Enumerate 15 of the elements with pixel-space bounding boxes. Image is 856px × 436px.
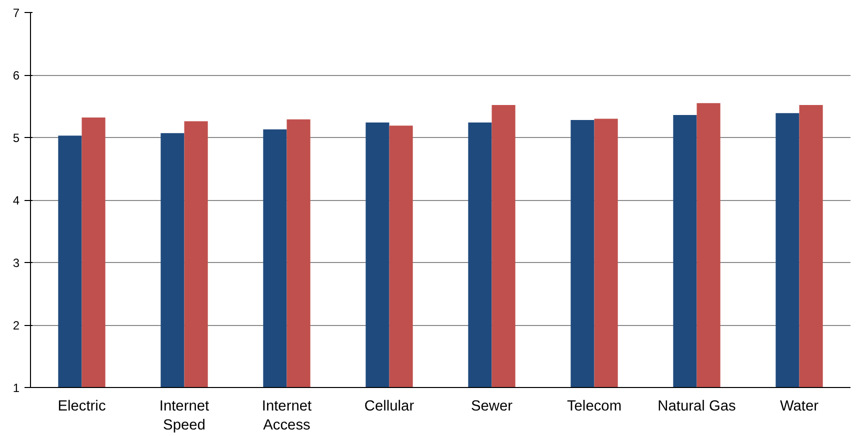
- x-tick-label: Telecom: [566, 398, 622, 414]
- y-tick-label: 4: [12, 194, 20, 208]
- y-tick-label: 7: [12, 6, 20, 20]
- y-tick-label: 3: [12, 256, 20, 270]
- y-tick-label: 5: [12, 131, 20, 145]
- x-tick-label: Internet Speed: [159, 398, 210, 434]
- y-tick-label: 1: [12, 381, 20, 395]
- x-tick-label: Sewer: [470, 398, 513, 414]
- x-tick-label: Cellular: [364, 398, 414, 414]
- x-tick-label: Water: [780, 398, 819, 414]
- y-tick-label: 6: [12, 68, 20, 82]
- y-tick-label: 2: [12, 318, 20, 332]
- x-tick-label: Natural Gas: [658, 398, 736, 414]
- x-tick-label: Electric: [58, 398, 106, 414]
- x-tick-label: Internet Access: [262, 398, 312, 434]
